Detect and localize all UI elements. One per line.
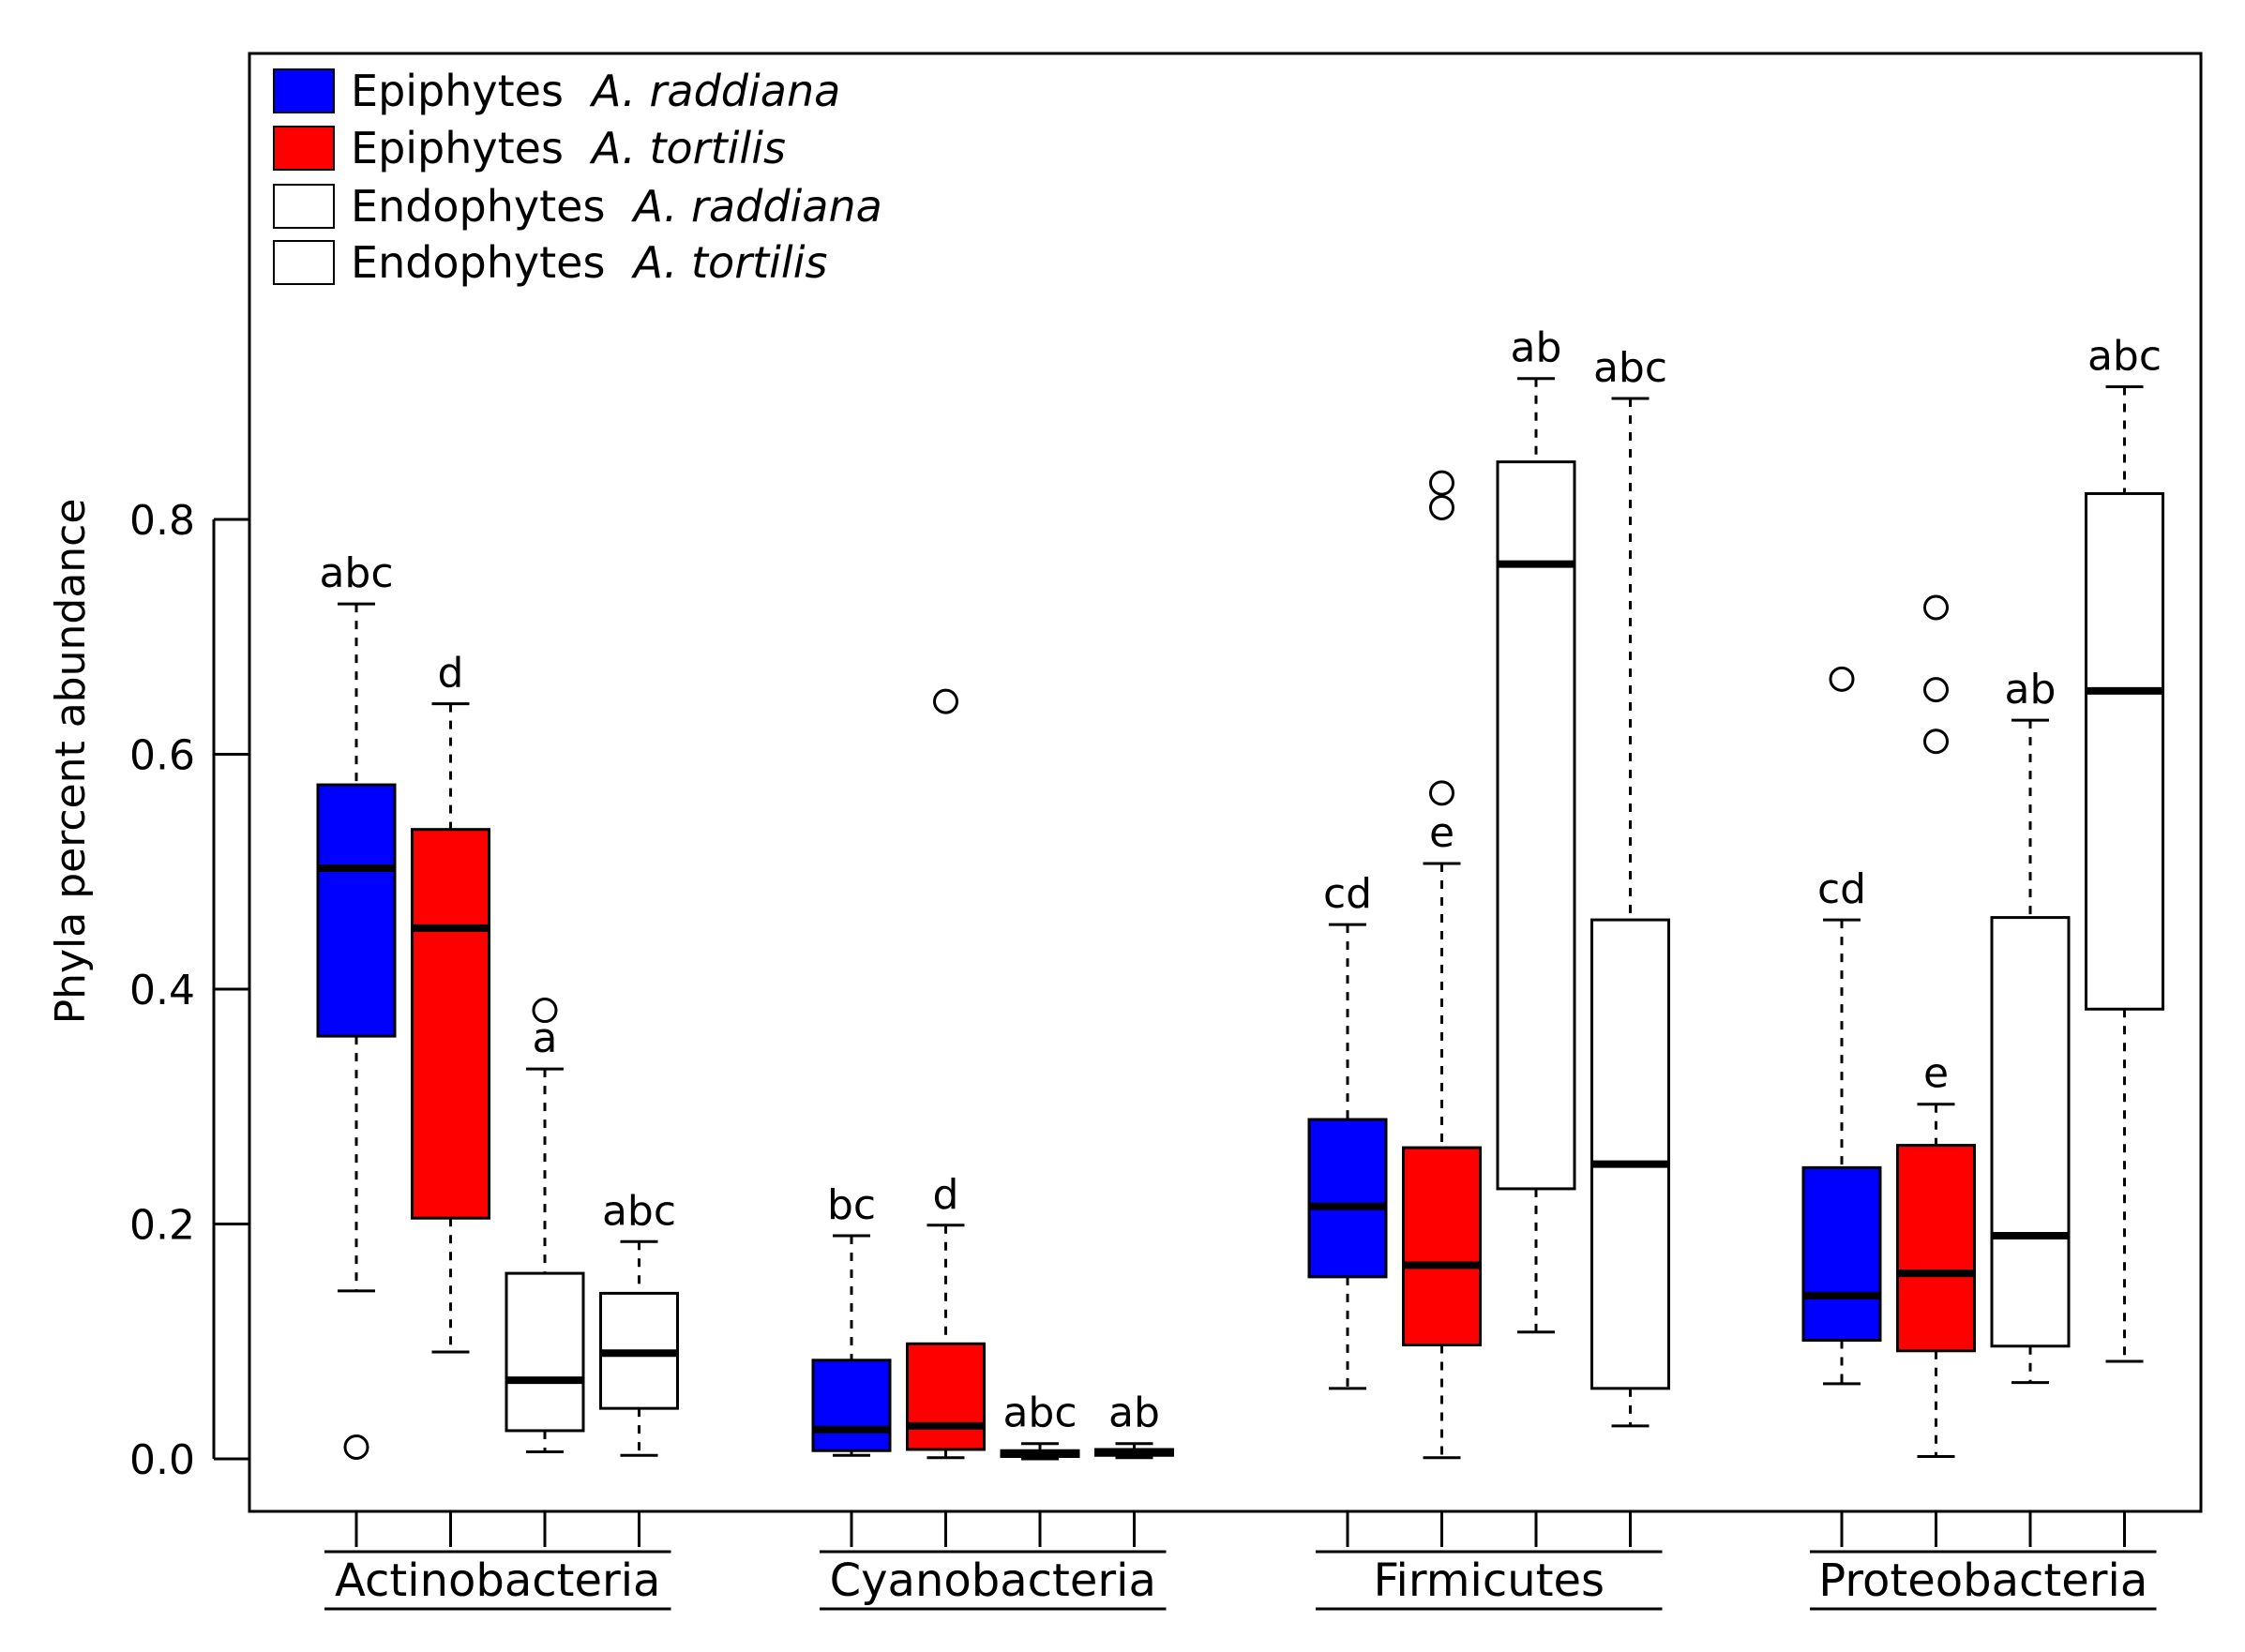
box-iqr	[2085, 491, 2164, 1011]
box-actinobacteria-0: abc	[316, 549, 397, 1460]
y-tick-label: 0.8	[129, 497, 195, 545]
legend-entry-text: Epiphytes A. tortilis	[351, 123, 786, 173]
outlier-point	[1923, 594, 1949, 621]
significance-label: abc	[1002, 1389, 1077, 1437]
box-iqr	[906, 1342, 986, 1451]
y-tick-label: 0.2	[129, 1202, 195, 1250]
significance-label: abc	[1593, 344, 1667, 392]
legend-entry-name: Endophytes	[351, 181, 605, 232]
box-firmicutes-3: abc	[1590, 344, 1670, 1428]
box-iqr	[1307, 1118, 1388, 1279]
outlier-point	[933, 688, 958, 714]
outlier-point	[1429, 494, 1454, 520]
significance-label: a	[533, 1014, 558, 1062]
legend-entry-text: Endophytes A. raddiana	[351, 181, 882, 232]
box-firmicutes-0: cd	[1307, 870, 1388, 1390]
y-tick-label: 0.4	[129, 967, 195, 1014]
outlier-point	[532, 998, 558, 1024]
legend-swatch	[273, 68, 335, 113]
outlier-point	[1829, 666, 1855, 692]
box-firmicutes-1: e	[1402, 470, 1482, 1460]
significance-label: cd	[1323, 870, 1372, 918]
box-iqr	[1896, 1144, 1976, 1353]
significance-label: ab	[2005, 666, 2057, 713]
significance-label: cd	[1817, 865, 1866, 913]
legend-entry-species: A. raddiana	[630, 181, 881, 232]
legend-swatch	[273, 240, 335, 285]
significance-label: d	[933, 1171, 959, 1219]
legend-entry-name: Epiphytes	[351, 66, 564, 116]
significance-label: ab	[1108, 1389, 1160, 1437]
y-tick-label: 0.0	[129, 1436, 195, 1484]
legend-swatch	[273, 184, 335, 229]
significance-label: d	[438, 650, 464, 698]
group-label: Actinobacteria	[335, 1554, 660, 1607]
outlier-point	[1923, 728, 1949, 755]
box-proteobacteria-2: ab	[1990, 666, 2071, 1385]
plot-frame	[248, 52, 2203, 1513]
x-axis: Actinobacteria Cyanobacteria Firmicutes Pro…	[324, 1509, 2157, 1611]
legend: Epiphytes A. raddiana Epiphytes A. tortilis…	[273, 66, 882, 288]
box-actinobacteria-3: abc	[599, 1187, 679, 1457]
y-tick-label: 0.6	[129, 732, 195, 780]
box-iqr	[505, 1271, 585, 1433]
box-actinobacteria-2: a	[505, 998, 585, 1453]
y-axis: 0.0 0.2 0.4 0.6 0.8	[129, 497, 249, 1484]
significance-label: bc	[827, 1181, 876, 1229]
box-cyanobacteria-3: ab	[1094, 1389, 1174, 1460]
significance-label: e	[1429, 809, 1454, 857]
legend-entry-name: Endophytes	[351, 237, 605, 288]
outlier-point	[1923, 677, 1949, 703]
legend-entry-name: Epiphytes	[351, 123, 564, 173]
legend-entry-species: A. raddiana	[589, 66, 840, 116]
box-proteobacteria-0: cd	[1801, 666, 1882, 1386]
legend-entry-species: A. tortilis	[630, 237, 827, 288]
box-iqr	[1496, 460, 1576, 1191]
group-label: Cyanobacteria	[830, 1554, 1156, 1607]
box-iqr	[316, 783, 397, 1038]
box-iqr	[1590, 918, 1670, 1390]
box-iqr	[411, 828, 490, 1220]
box-iqr	[1990, 916, 2071, 1348]
box-cyanobacteria-0: bc	[811, 1181, 892, 1457]
box-iqr	[811, 1359, 892, 1452]
group-label: Firmicutes	[1373, 1554, 1605, 1607]
box-iqr	[1402, 1146, 1482, 1347]
legend-entry-text: Epiphytes A. raddiana	[351, 66, 840, 116]
box-cyanobacteria-1: d	[906, 688, 986, 1460]
significance-label: abc	[602, 1187, 676, 1235]
outlier-point	[1429, 470, 1454, 496]
outlier-point	[343, 1434, 369, 1460]
significance-label: e	[1923, 1050, 1949, 1098]
box-actinobacteria-1: d	[411, 650, 490, 1354]
y-axis-title: Phyla percent abundance	[47, 499, 95, 1025]
legend-entry-text: Endophytes A. tortilis	[351, 237, 827, 288]
legend-entry-species: A. tortilis	[589, 123, 786, 173]
significance-label: abc	[319, 549, 393, 597]
group-label: Proteobacteria	[1818, 1554, 2147, 1607]
box-proteobacteria-3: abc	[2085, 332, 2164, 1363]
legend-swatch	[273, 126, 335, 171]
significance-label: abc	[2087, 332, 2162, 380]
box-firmicutes-2: ab	[1496, 324, 1576, 1334]
outlier-point	[1429, 780, 1454, 806]
significance-label: ab	[1511, 324, 1562, 372]
box-proteobacteria-1: e	[1896, 594, 1976, 1458]
box-cyanobacteria-2: abc	[1000, 1389, 1080, 1461]
box-iqr	[1801, 1165, 1882, 1342]
